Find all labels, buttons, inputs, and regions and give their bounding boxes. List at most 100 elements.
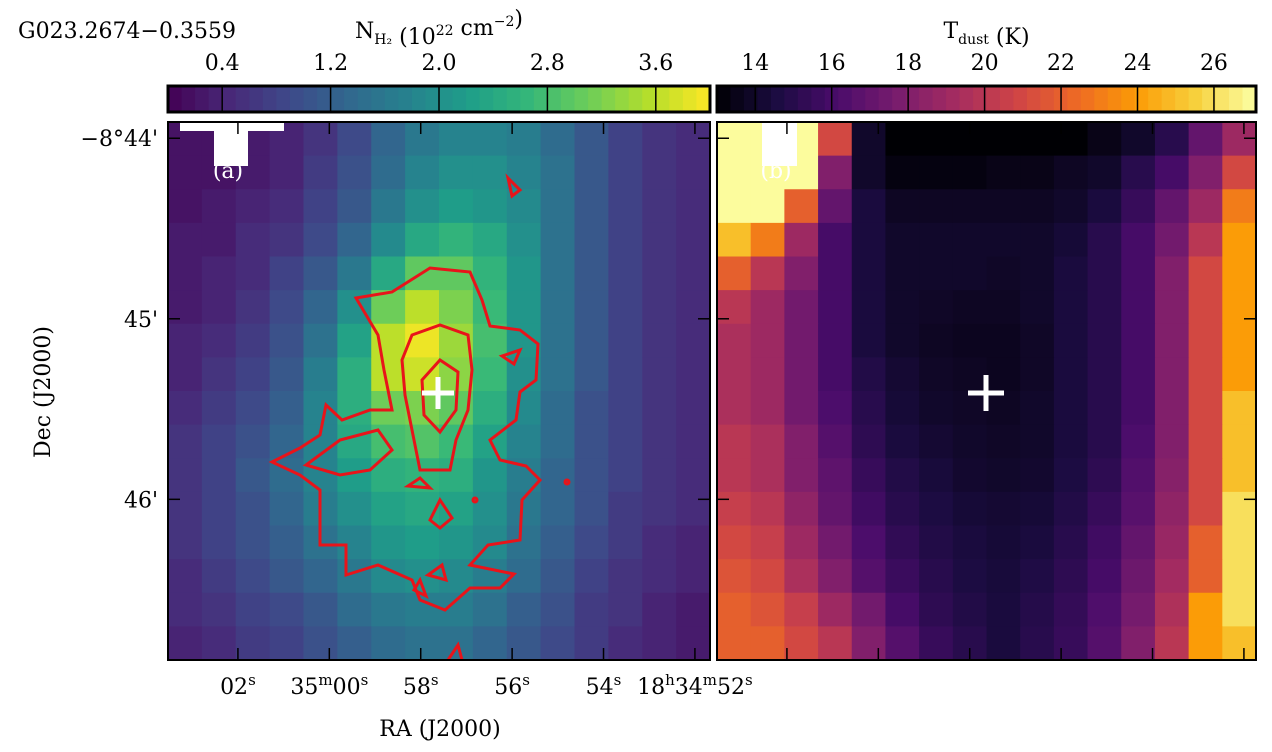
x-tick-label: 56s — [494, 671, 530, 700]
pixel — [717, 256, 752, 291]
colorbar-segment — [371, 86, 386, 112]
pixel — [269, 323, 304, 358]
colorbar-segment — [560, 86, 575, 112]
pixel — [439, 256, 474, 291]
pixel — [717, 592, 752, 627]
pixel — [818, 559, 853, 594]
pixel — [201, 491, 237, 526]
pixel — [235, 592, 271, 627]
pixel — [676, 122, 711, 157]
pixel — [676, 222, 711, 257]
pixel — [439, 525, 474, 560]
pixel — [608, 491, 643, 526]
pixel — [540, 458, 575, 493]
pixel — [1020, 290, 1055, 325]
colorbar-tick-label: 0.4 — [205, 51, 240, 76]
pixel — [851, 525, 886, 560]
pixel — [885, 122, 920, 157]
pixel — [919, 290, 954, 325]
mask — [214, 122, 248, 166]
pixel — [472, 391, 508, 426]
pixel — [1154, 122, 1190, 157]
pixel — [750, 592, 785, 627]
pixel — [201, 357, 237, 392]
pixel — [608, 357, 643, 392]
pixel — [952, 424, 987, 459]
pixel — [851, 491, 886, 526]
pixel — [371, 323, 406, 358]
pixel — [919, 626, 954, 661]
mask — [762, 122, 797, 166]
colorbar-tick-label: 1.2 — [313, 51, 348, 76]
pixel — [1121, 155, 1156, 190]
pixel — [201, 391, 237, 426]
source-marker — [422, 377, 454, 409]
pixel — [952, 290, 987, 325]
pixel — [168, 559, 203, 594]
pixel — [818, 290, 853, 325]
pixel — [439, 290, 474, 325]
pixel — [717, 391, 752, 426]
pixel — [1222, 323, 1257, 358]
colorbar-segment — [811, 86, 826, 112]
pixel — [540, 357, 575, 392]
pixel — [919, 424, 954, 459]
y-axis-label: Dec (J2000) — [31, 326, 56, 458]
pixel — [919, 256, 954, 291]
pixel — [717, 559, 752, 594]
pixel — [540, 525, 575, 560]
pixel — [608, 626, 643, 661]
pixel — [952, 391, 987, 426]
pixel — [1020, 525, 1055, 560]
pixel — [952, 189, 987, 224]
pixel — [717, 222, 752, 257]
pixel — [574, 491, 609, 526]
pixel — [337, 559, 372, 594]
pixel — [540, 290, 575, 325]
pixel — [717, 626, 752, 661]
pixel — [642, 626, 677, 661]
colorbar-label-part: (10 — [392, 25, 436, 50]
pixel — [303, 391, 338, 426]
pixel — [371, 256, 406, 291]
pixel — [1188, 391, 1223, 426]
pixel — [540, 323, 575, 358]
pixel — [540, 559, 575, 594]
pixel — [885, 559, 920, 594]
pixel — [676, 626, 711, 661]
pixel — [717, 458, 752, 493]
pixel — [472, 458, 508, 493]
pixel — [986, 155, 1021, 190]
pixel — [1222, 424, 1257, 459]
colorbar-label-part: H₂ — [374, 32, 392, 48]
x-tick-label: 02s — [220, 671, 256, 700]
pixel — [371, 122, 406, 157]
pixel — [472, 189, 508, 224]
colorbar-segment — [181, 86, 196, 112]
pixel — [574, 592, 609, 627]
colorbar-tick-label: 20 — [971, 51, 999, 76]
colorbar-segment — [919, 86, 934, 112]
pixel — [1222, 626, 1257, 661]
colorbar-segment — [946, 86, 961, 112]
pixel — [1087, 357, 1122, 392]
colorbar-segment — [303, 86, 318, 112]
colorbar-segment — [520, 86, 535, 112]
pixel — [337, 222, 372, 257]
pixel — [1053, 122, 1089, 157]
pixel — [201, 626, 237, 661]
pixel — [1222, 189, 1257, 224]
pixel — [168, 592, 203, 627]
colorbar-segment — [425, 86, 440, 112]
pixel — [1154, 189, 1190, 224]
pixel — [885, 458, 920, 493]
pixel — [439, 222, 474, 257]
pixel — [1222, 256, 1257, 291]
pixel — [919, 222, 954, 257]
colorbar-label-part: −2 — [494, 14, 515, 30]
colorbar-segment — [1161, 86, 1176, 112]
pixel — [750, 290, 785, 325]
pixel — [608, 222, 643, 257]
colorbar-segment — [1175, 86, 1190, 112]
pixel — [235, 189, 271, 224]
